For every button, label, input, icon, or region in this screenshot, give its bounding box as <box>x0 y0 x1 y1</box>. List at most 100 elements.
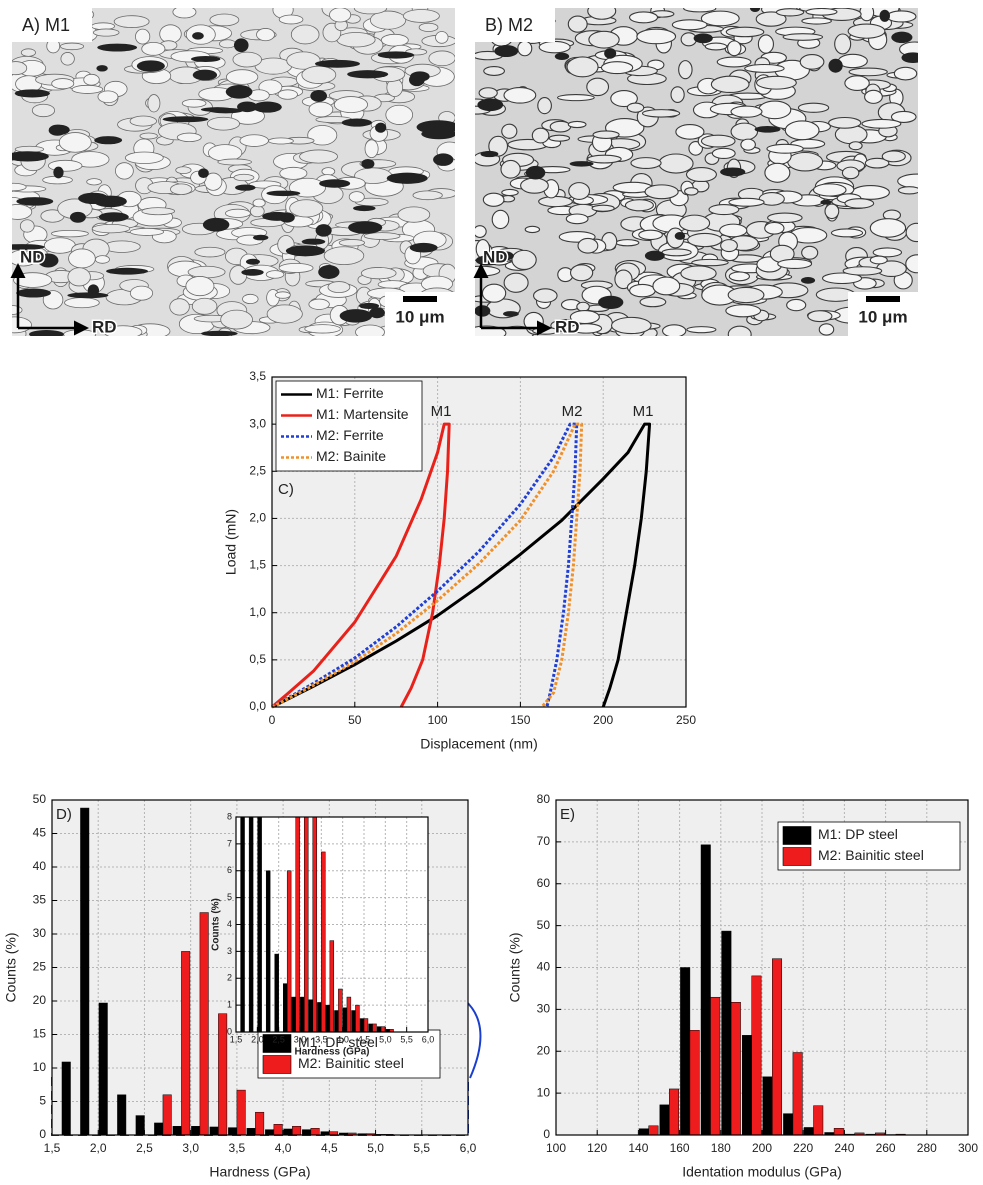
grain <box>249 205 265 218</box>
dark-phase <box>21 253 44 259</box>
y-tick-label: 3 <box>227 946 232 956</box>
y-tick-label: 2,5 <box>249 463 266 477</box>
series-line <box>271 422 584 709</box>
bar <box>218 1013 228 1136</box>
dark-phase <box>94 136 123 145</box>
grain <box>842 266 883 276</box>
grain <box>844 198 875 209</box>
x-tick-label: 220 <box>793 1141 813 1155</box>
grain <box>610 89 638 108</box>
dark-phase <box>421 128 455 140</box>
grain <box>500 159 521 179</box>
dark-phase <box>235 184 256 191</box>
grain <box>777 258 813 270</box>
annotation: M2 <box>562 403 583 420</box>
dark-phase <box>192 32 204 40</box>
grain <box>141 207 176 216</box>
grain <box>691 258 729 267</box>
panel-label: E) <box>560 806 575 823</box>
grain <box>233 173 255 182</box>
grain <box>847 23 886 39</box>
bar <box>236 1089 246 1136</box>
grain <box>652 276 681 296</box>
grain <box>279 166 308 180</box>
grain <box>730 122 759 141</box>
grain <box>685 167 717 183</box>
grain <box>94 255 110 264</box>
y-tick-label: 60 <box>537 876 551 890</box>
grain <box>217 158 252 166</box>
grain <box>684 187 699 196</box>
grain <box>290 24 320 45</box>
bar <box>181 951 191 1136</box>
grain <box>68 248 96 269</box>
bar <box>351 1010 356 1032</box>
x-tick-label: 300 <box>958 1141 978 1155</box>
axis-name: RD <box>555 317 580 336</box>
grain <box>675 124 705 140</box>
y-tick-label: 20 <box>33 993 47 1007</box>
bar <box>813 1105 824 1136</box>
dark-phase <box>87 284 100 297</box>
bar <box>302 1129 312 1136</box>
grain <box>897 173 918 189</box>
grain <box>503 272 529 293</box>
grain <box>686 326 717 334</box>
grain <box>31 103 56 118</box>
grain <box>141 41 166 56</box>
bar <box>372 1023 377 1032</box>
bar <box>669 1088 680 1136</box>
panel-label-box <box>12 8 92 42</box>
grain <box>135 28 151 45</box>
y-tick-label: 3,0 <box>249 416 266 430</box>
grain <box>710 75 750 94</box>
grain <box>252 198 266 208</box>
dark-phase <box>409 242 438 253</box>
dark-phase <box>136 60 165 72</box>
bar <box>329 940 335 1032</box>
grain <box>905 222 918 243</box>
grain <box>569 264 594 282</box>
grain <box>848 67 888 77</box>
grain <box>881 150 906 163</box>
grain <box>12 316 32 334</box>
scale-bar-label: 10 μm <box>395 307 444 326</box>
bar <box>172 1126 182 1136</box>
y-tick-label: 0,5 <box>249 652 266 666</box>
grain <box>402 9 440 23</box>
plot-frame <box>555 799 969 1136</box>
legend-label: M2: Bainitic steel <box>818 847 924 863</box>
dark-phase <box>375 122 387 133</box>
panel-label: C) <box>278 481 294 498</box>
grain <box>538 195 573 208</box>
grain <box>91 224 131 234</box>
y-tick-label: 0 <box>543 1127 550 1141</box>
grain <box>129 285 154 301</box>
dark-phase <box>252 234 269 241</box>
bar <box>772 958 783 1136</box>
grain <box>799 54 825 70</box>
grain <box>587 8 617 20</box>
grain <box>58 132 92 153</box>
y-axis-label: Counts (%) <box>507 932 523 1002</box>
x-axis-label: Hardness (GPa) <box>209 1164 310 1180</box>
grain <box>859 8 875 22</box>
plot-frame <box>51 799 469 1136</box>
grain <box>614 269 633 290</box>
bar <box>228 1127 238 1136</box>
x-tick-label: 2,5 <box>136 1141 153 1155</box>
grain <box>758 100 792 120</box>
grain <box>812 183 847 197</box>
annotation: M1 <box>431 403 452 420</box>
grain <box>680 265 717 282</box>
dark-phase <box>891 31 913 44</box>
grain <box>661 248 692 257</box>
grain <box>64 297 100 309</box>
x-axis-label: Hardness (GPa) <box>294 1047 369 1058</box>
bar <box>209 1126 219 1136</box>
grain <box>630 157 662 170</box>
bar <box>117 1094 127 1136</box>
dark-phase <box>315 224 332 237</box>
grain <box>268 137 294 145</box>
